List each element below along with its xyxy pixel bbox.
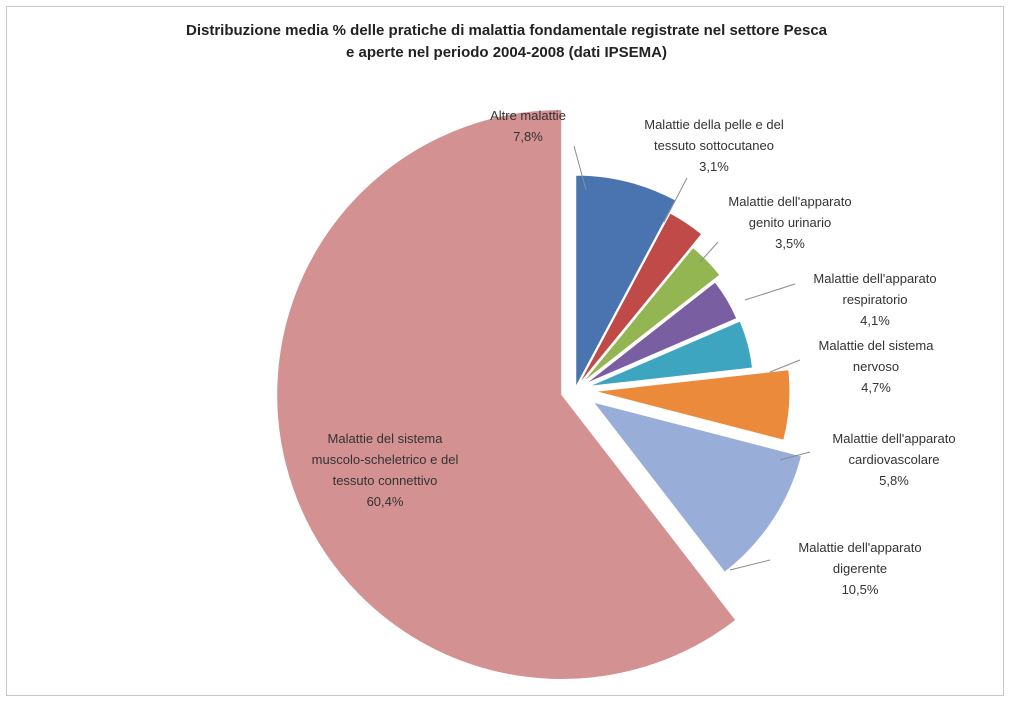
data-label-nervoso: Malattie del sistema nervoso 4,7% (819, 338, 935, 395)
data-label-value: 60,4% (367, 494, 404, 509)
data-label-value: 4,7% (861, 380, 891, 395)
data-label-muscolo: Malattie del sistema muscolo-scheletrico … (312, 431, 459, 509)
pie-slice-genito (581, 246, 721, 384)
pie-slice-altre (575, 174, 677, 388)
data-label-line: Malattie dell'apparato (813, 271, 936, 286)
data-label-line: tessuto connettivo (333, 473, 438, 488)
data-label-line: Malattie del sistema (328, 431, 444, 446)
leader-line-respiratorio (744, 283, 796, 301)
data-label-cardio: Malattie dell'apparato cardiovascolare 5,8… (832, 431, 955, 488)
pie-slice-nervoso (588, 320, 754, 387)
data-label-line: Malattie dell'apparato (798, 540, 921, 555)
chart-title: Distribuzione media % delle pratiche di … (0, 20, 1013, 64)
data-label-value: 5,8% (879, 473, 909, 488)
data-label-line: Malattie del sistema (819, 338, 935, 353)
data-label-line: Altre malattie (490, 108, 566, 123)
data-label-value: 10,5% (842, 582, 879, 597)
data-label-line: genito urinario (749, 215, 831, 230)
data-label-line: Malattie della pelle e del (644, 117, 784, 132)
pie-slice-respiratorio (585, 281, 738, 385)
data-label-line: Malattie dell'apparato (832, 431, 955, 446)
leader-line-cardio (779, 451, 811, 461)
data-label-line: nervoso (853, 359, 899, 374)
pie-slice-pelle (577, 212, 703, 386)
data-label-value: 4,1% (860, 313, 890, 328)
chart-title-line-1: Distribuzione media % delle pratiche di … (185, 22, 828, 39)
leader-line-genito (699, 241, 719, 263)
data-label-line: Malattie dell'apparato (728, 194, 851, 209)
chart-title-line-2: e aperte nel periodo 2004-2008 (dati IPS… (346, 44, 667, 61)
data-label-line: respiratorio (842, 292, 907, 307)
data-label-value: 3,1% (699, 159, 729, 174)
leader-line-pelle (663, 177, 688, 223)
pie-slice-digerente (592, 401, 803, 574)
leader-line-nervoso (769, 359, 801, 373)
data-label-value: 7,8% (513, 129, 543, 144)
data-label-digerente: Malattie dell'apparato digerente 10,5% (798, 540, 921, 597)
data-label-line: tessuto sottocutaneo (654, 138, 774, 153)
pie-slice-cardio (594, 369, 791, 441)
data-label-line: digerente (833, 561, 887, 576)
data-label-line: muscolo-scheletrico e del (312, 452, 459, 467)
data-label-pelle: Malattie della pelle e del tessuto sottoc… (644, 117, 784, 174)
data-label-value: 3,5% (775, 236, 805, 251)
data-label-altre: Altre malattie 7,8% (490, 108, 566, 144)
data-label-line: cardiovascolare (848, 452, 939, 467)
leader-line-digerente (729, 559, 771, 571)
leader-line-altre (573, 145, 587, 191)
pie-slice-muscolo (276, 109, 737, 680)
data-label-genito: Malattie dell'apparato genito urinario 3,5… (728, 194, 851, 251)
data-label-respiratorio: Malattie dell'apparato respiratorio 4,1% (813, 271, 936, 328)
